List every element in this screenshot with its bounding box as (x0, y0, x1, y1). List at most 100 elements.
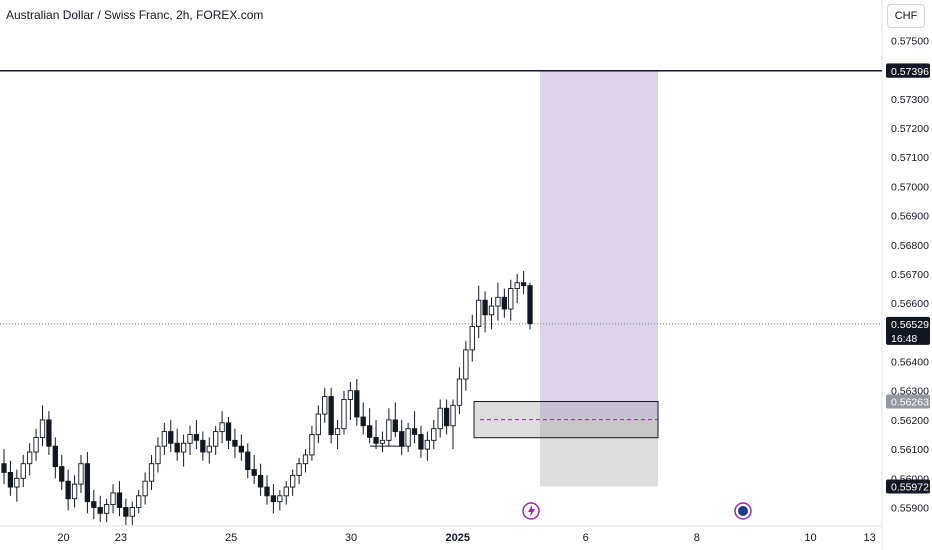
candle (91, 501, 97, 508)
long-position-stop-zone[interactable] (540, 416, 658, 487)
price-tick-label: 0.56400 (891, 357, 929, 369)
candle (213, 431, 219, 447)
candle (309, 434, 315, 456)
candle (155, 445, 161, 465)
price-badge (886, 316, 930, 345)
candle (20, 463, 26, 479)
price-tick-label: 0.57500 (891, 35, 929, 47)
price-tick-label: 0.56800 (891, 240, 929, 252)
candle (450, 404, 456, 427)
lightning-icon (528, 505, 535, 517)
candle (341, 399, 347, 430)
price-badge-label: 0.56529 (891, 319, 929, 331)
price-badge-label: 0.55972 (891, 481, 929, 493)
candle (180, 442, 187, 453)
candle (296, 463, 302, 476)
candle (456, 378, 463, 406)
candle (257, 474, 264, 488)
price-tick-label: 0.57100 (891, 152, 929, 164)
candle (488, 305, 495, 316)
candle (39, 419, 46, 438)
price-badge-label: 0.56263 (891, 397, 929, 409)
candle (84, 463, 91, 503)
candle (33, 436, 39, 453)
candle (1, 463, 7, 473)
candle (206, 445, 212, 453)
candle (238, 445, 244, 453)
candle (508, 288, 514, 310)
price-badge (886, 394, 930, 409)
time-tick-label: 10 (804, 532, 816, 544)
candle (71, 483, 78, 500)
price-badge (886, 479, 930, 494)
candle (373, 436, 379, 444)
price-tick-label: 0.56600 (891, 298, 929, 310)
candle (290, 474, 296, 488)
candle (174, 442, 180, 453)
candle (27, 451, 33, 465)
price-tick-label: 0.57300 (891, 94, 929, 106)
price-badge (886, 63, 930, 78)
candle (59, 466, 65, 482)
candle (123, 507, 129, 517)
price-tick-label: 0.57200 (891, 123, 929, 135)
candle (270, 495, 277, 503)
candle (437, 407, 443, 430)
candle (386, 419, 392, 441)
time-tick-label: 20 (57, 532, 69, 544)
candle (520, 282, 527, 287)
candle (65, 480, 71, 500)
candle (148, 463, 155, 482)
country-flag-icon (738, 506, 748, 516)
candle (225, 422, 232, 441)
candle (431, 428, 437, 441)
candle (245, 451, 251, 470)
candle (418, 434, 424, 450)
candle (251, 469, 257, 476)
candle (232, 439, 238, 447)
candle (103, 504, 110, 514)
candle (142, 480, 148, 497)
long-position-target-zone[interactable] (540, 70, 658, 417)
candle (116, 492, 123, 508)
chart-title: Australian Dollar / Swiss Franc, 2h, FOR… (6, 8, 264, 22)
time-tick-label: 23 (115, 532, 127, 544)
candle (302, 454, 309, 465)
candle (379, 439, 386, 444)
candle (315, 413, 321, 435)
candle (283, 486, 289, 497)
price-tick-label: 0.56200 (891, 415, 929, 427)
currency-button[interactable]: CHF (887, 4, 925, 28)
time-tick-label: 30 (345, 532, 357, 544)
countdown-label: 16:48 (891, 333, 917, 345)
candle (469, 326, 475, 351)
candle (366, 425, 373, 438)
time-tick-label: 8 (694, 532, 700, 544)
candle (136, 495, 142, 508)
price-badge-label: 0.57396 (891, 66, 929, 78)
candle (354, 390, 360, 418)
price-tick-label: 0.56700 (891, 269, 929, 281)
candle (78, 463, 84, 485)
candle (501, 296, 507, 310)
price-tick-label: 0.56100 (891, 444, 929, 456)
time-tick-label: 13 (864, 532, 876, 544)
candle (264, 486, 270, 497)
candle (514, 282, 520, 290)
candle (476, 299, 482, 327)
candle (129, 507, 135, 517)
candle (334, 428, 341, 435)
candle (495, 296, 501, 307)
time-tick-label: 2025 (446, 532, 470, 544)
candle (168, 431, 174, 444)
candle (360, 416, 366, 427)
candle (527, 285, 533, 325)
candle (424, 439, 431, 450)
candle (193, 434, 200, 441)
time-tick-label: 25 (225, 532, 237, 544)
candle (392, 419, 398, 433)
candle (463, 349, 469, 380)
candle (443, 407, 450, 427)
candle (46, 419, 52, 447)
